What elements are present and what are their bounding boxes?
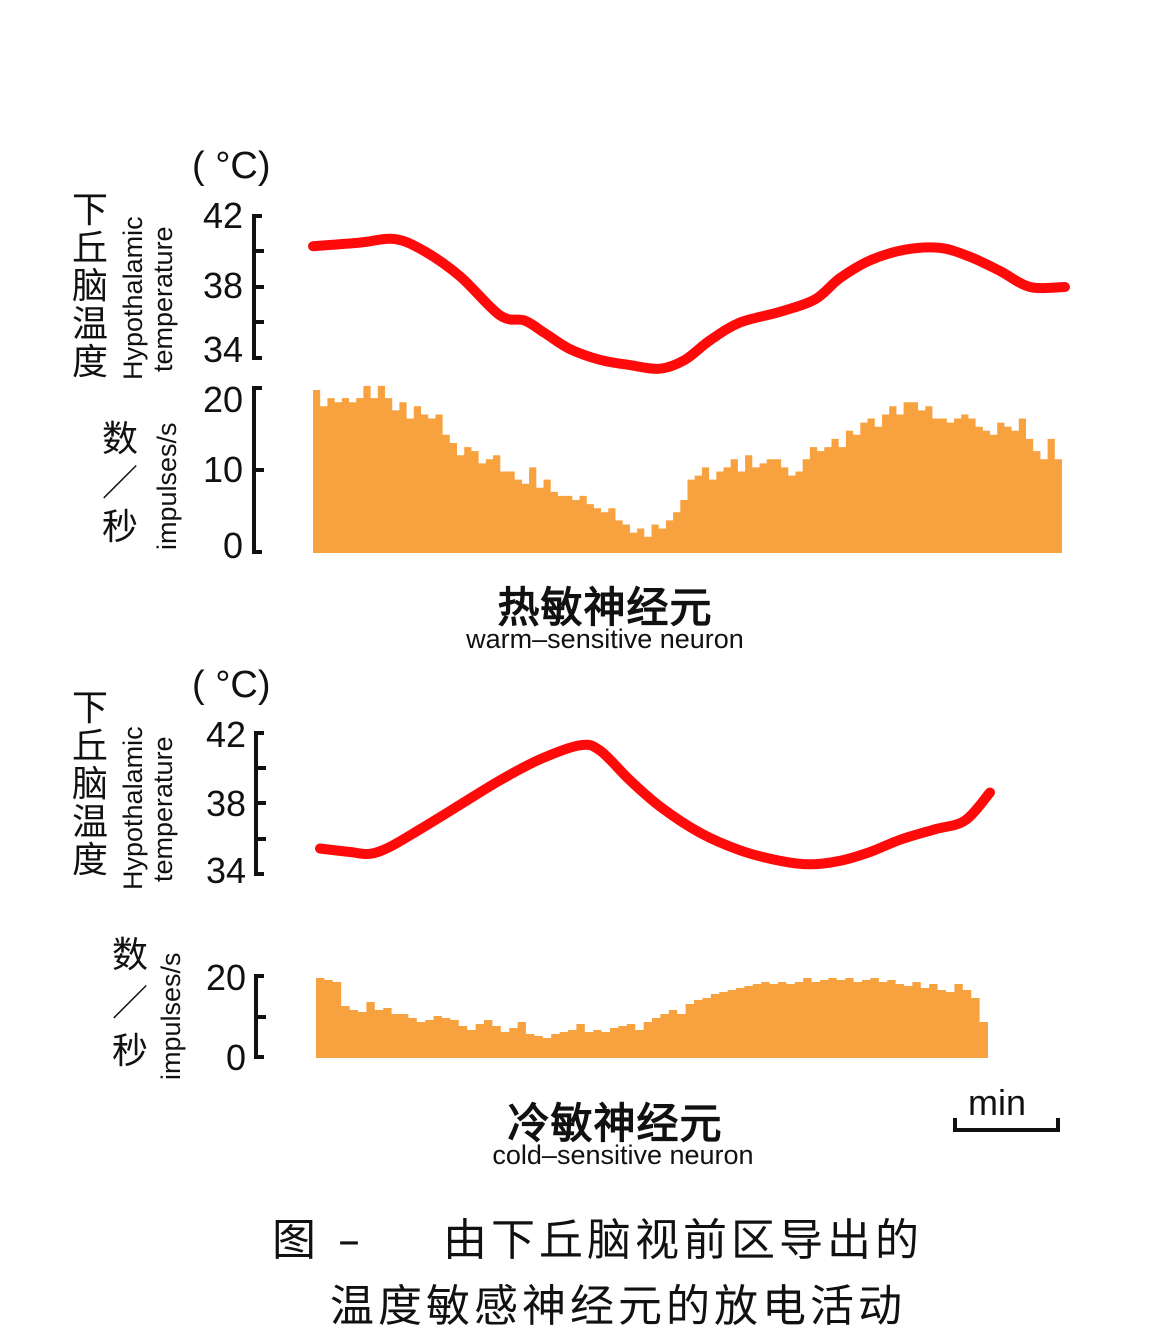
cold-firing-histogram: [316, 978, 988, 1058]
temp-axis-label-zh: 下 丘 脑 温 度: [70, 690, 110, 880]
warm-panel-title-zh: 热敏神经元: [497, 583, 713, 632]
warm-temp-axis: [252, 214, 264, 360]
scale-bar-label: min: [968, 1082, 1027, 1123]
histogram-area: [313, 385, 1062, 553]
temp-tick-42: 42: [202, 195, 243, 236]
cold-panel-title-zh: 冷敏神经元: [507, 1099, 723, 1148]
temp-tick-38: 38: [205, 783, 246, 824]
char: 脑: [71, 266, 108, 307]
figure-caption-line2: 温度敏感神经元的放电活动: [330, 1281, 906, 1332]
temp-tick-38: 38: [202, 265, 243, 306]
cold-rate-axis: [254, 974, 266, 1059]
char: 下: [71, 190, 108, 231]
cold-panel-title-en: cold–sensitive neuron: [492, 1140, 754, 1170]
cold-temperature-curve: [315, 739, 995, 870]
char: 脑: [71, 764, 108, 805]
char: 丘: [71, 726, 108, 767]
histogram-area: [316, 978, 988, 1058]
figure-caption-line1: 由下丘脑视前区导出的: [443, 1215, 923, 1266]
temp-unit-label: ( °C): [192, 145, 271, 187]
char: 下: [71, 688, 108, 729]
char: 数: [101, 419, 138, 460]
temp-tick-34: 34: [205, 850, 246, 891]
rate-axis-label-zh: 数 ／ 秒: [100, 418, 140, 550]
char: ／: [101, 463, 138, 504]
temp-axis-label-zh: 下 丘 脑 温 度: [70, 192, 110, 382]
rate-tick-20: 20: [202, 379, 243, 420]
rate-tick-0: 0: [222, 525, 243, 566]
char: 数: [111, 935, 148, 976]
char: 秒: [101, 507, 138, 548]
char: ／: [111, 983, 148, 1024]
char: 度: [71, 342, 108, 383]
cold-temp-axis: [254, 731, 266, 876]
char: 温: [71, 304, 108, 345]
rate-tick-0: 0: [225, 1037, 246, 1078]
char: 温: [71, 802, 108, 843]
temp-tick-42: 42: [205, 714, 246, 755]
rate-tick-20: 20: [205, 957, 246, 998]
warm-panel-title-en: warm–sensitive neuron: [466, 624, 744, 654]
warm-temperature-curve: [308, 233, 1070, 374]
warm-firing-histogram: [313, 385, 1062, 553]
char: 度: [71, 840, 108, 881]
temp-tick-34: 34: [202, 329, 243, 370]
rate-axis-label-zh: 数 ／ 秒: [110, 932, 150, 1076]
warm-rate-axis: [252, 386, 264, 554]
char: 秒: [111, 1031, 148, 1072]
scale-bar: [953, 1118, 1060, 1132]
rate-tick-10: 10: [202, 449, 243, 490]
char: 丘: [71, 228, 108, 269]
figure-caption-prefix: 图 –: [272, 1215, 364, 1266]
temp-unit-label: ( °C): [192, 664, 271, 706]
